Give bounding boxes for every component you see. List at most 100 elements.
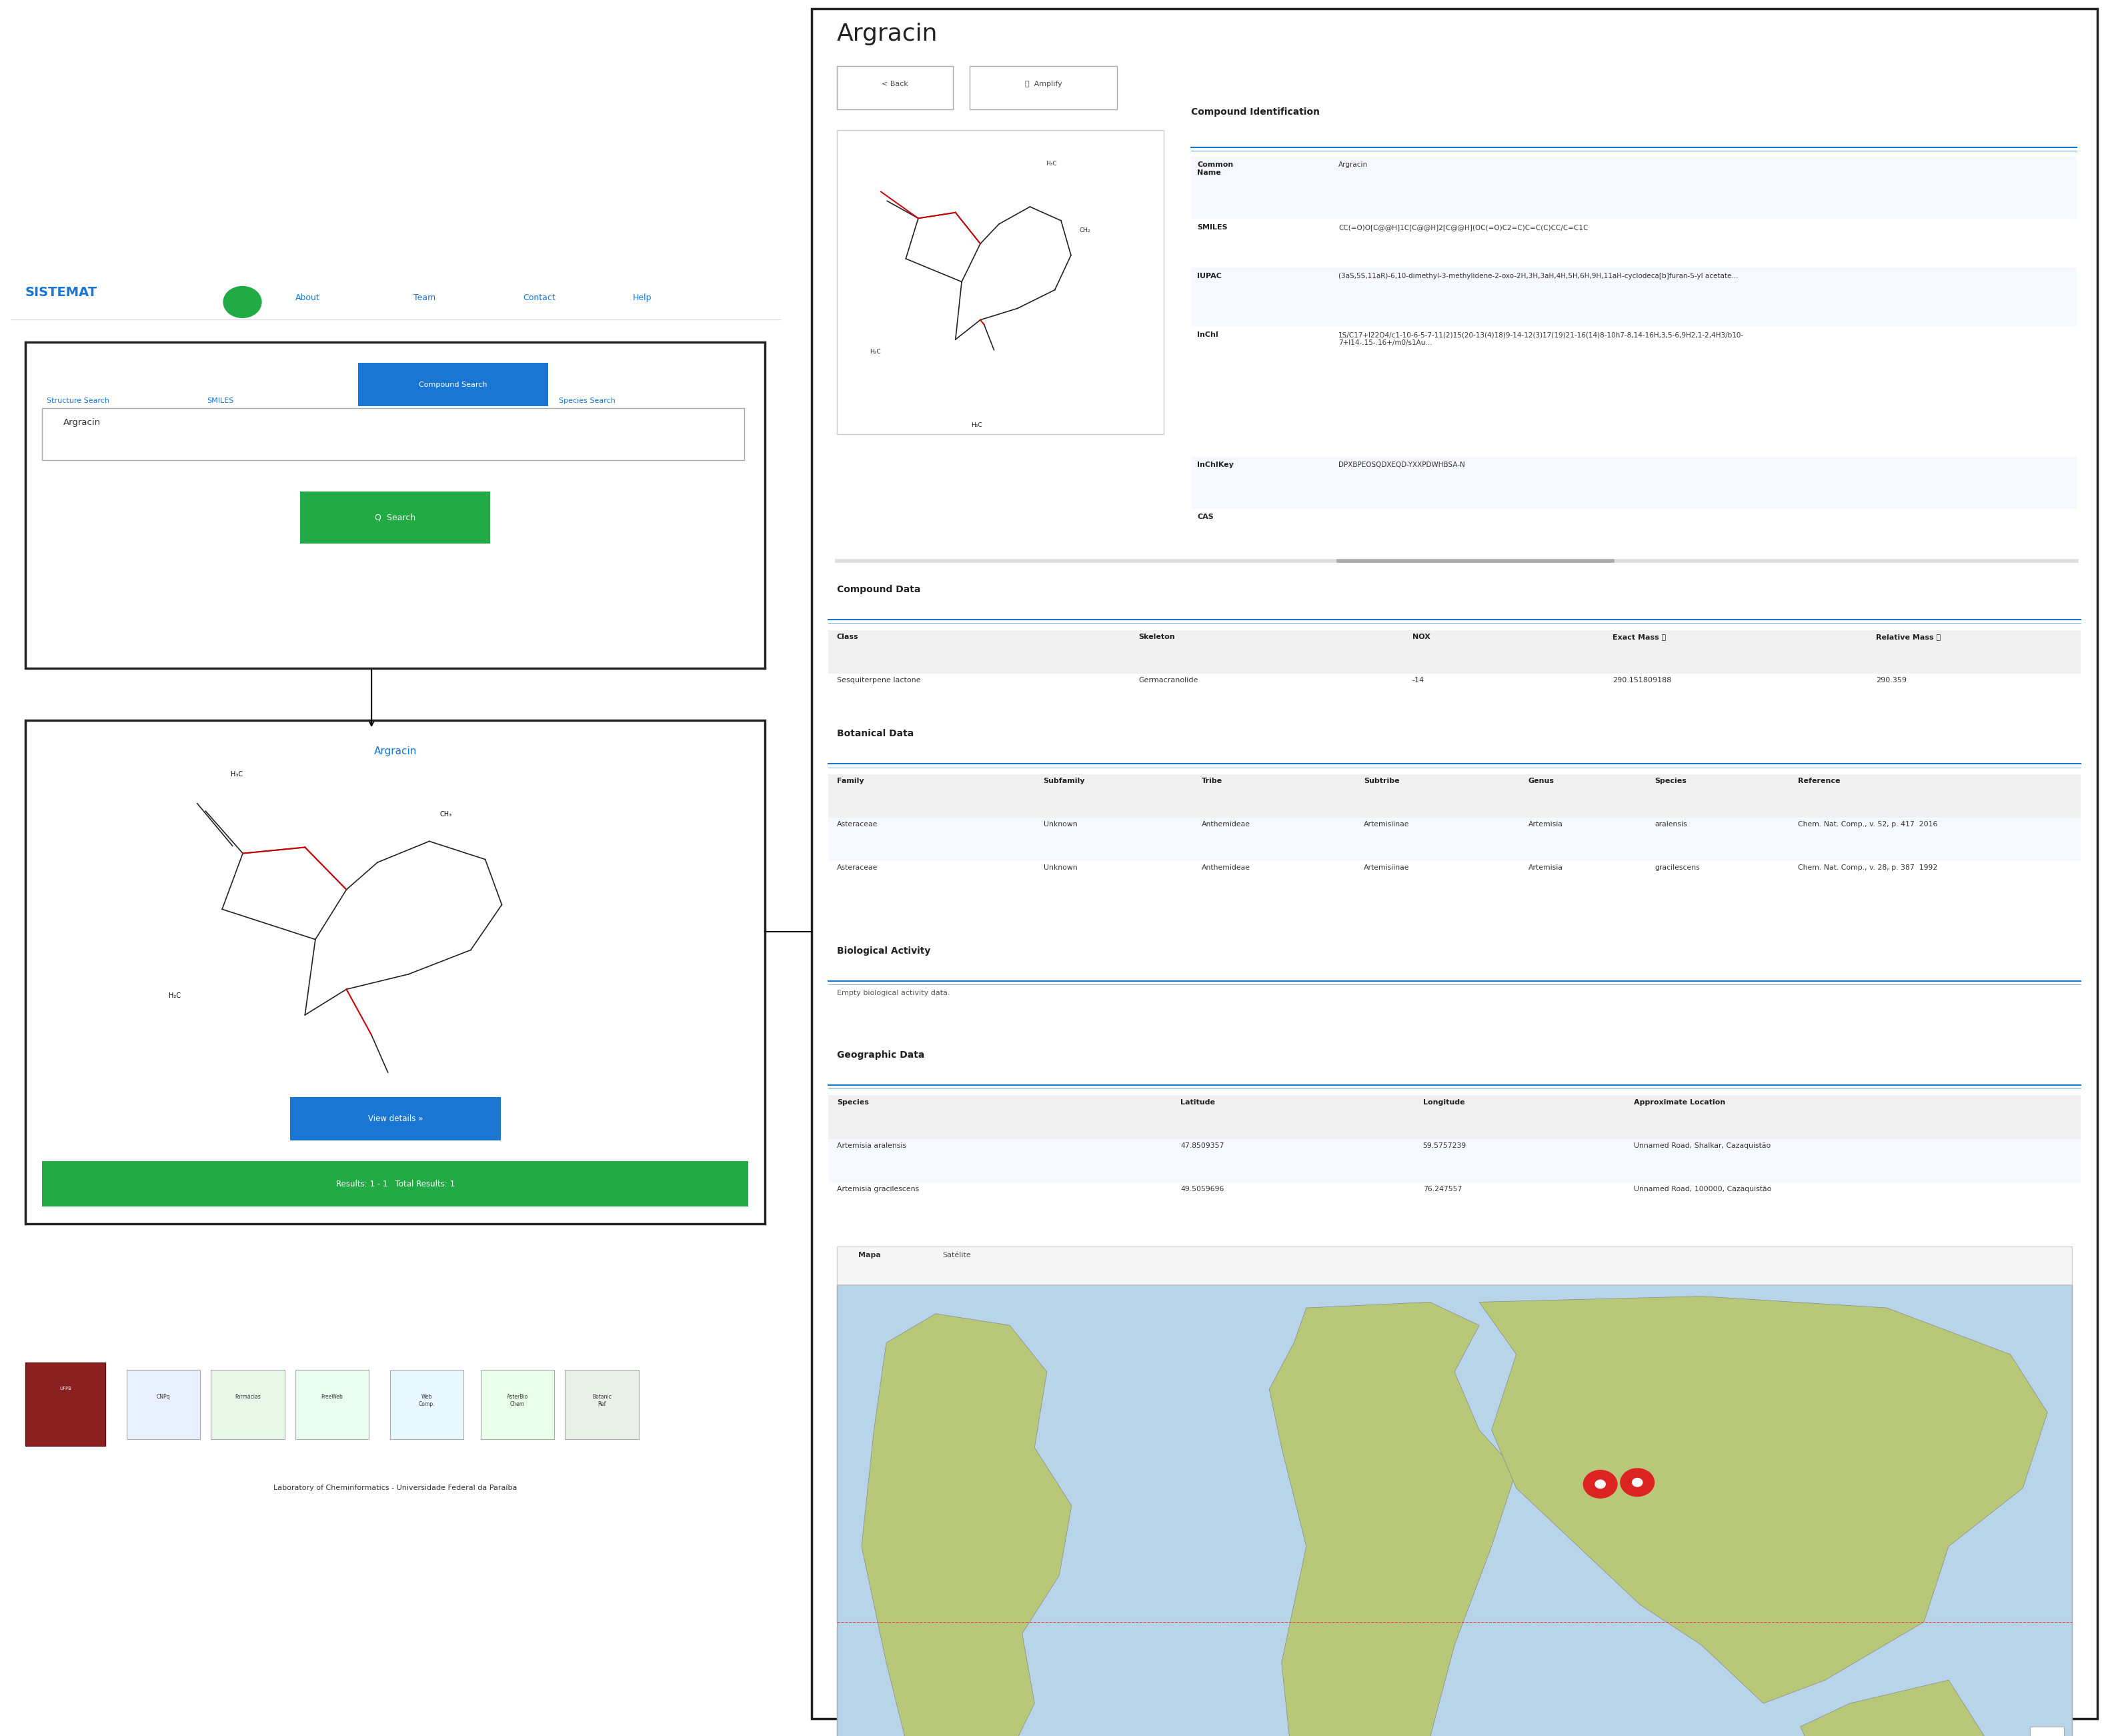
Text: Botanical Data: Botanical Data <box>837 729 913 738</box>
Text: H₂C: H₂C <box>871 349 881 354</box>
Text: Class: Class <box>837 634 858 641</box>
Text: AsterBio
Chem: AsterBio Chem <box>506 1394 529 1406</box>
Text: CC(=O)O[C@@H]1C[C@@H]2[C@@H](OC(=O)C2=C)C=C(C)CC/C=C1C: CC(=O)O[C@@H]1C[C@@H]2[C@@H](OC(=O)C2=C)… <box>1339 224 1587 231</box>
Text: Farmácias: Farmácias <box>234 1394 261 1399</box>
Text: Chem. Nat. Comp., v. 28, p. 387  1992: Chem. Nat. Comp., v. 28, p. 387 1992 <box>1798 865 1937 871</box>
Text: Sesquiterpene lactone: Sesquiterpene lactone <box>837 677 921 684</box>
Text: Anthemideae: Anthemideae <box>1202 865 1250 871</box>
Text: Team: Team <box>413 293 436 302</box>
Text: ⤢  Amplify: ⤢ Amplify <box>1024 82 1062 87</box>
Text: Skeleton: Skeleton <box>1138 634 1174 641</box>
Text: Subtribe: Subtribe <box>1364 778 1400 785</box>
Text: Compound Search: Compound Search <box>419 382 487 387</box>
Text: Biological Activity: Biological Activity <box>837 946 930 955</box>
Bar <box>295 1370 369 1439</box>
Text: Mapa: Mapa <box>858 1252 881 1259</box>
Text: Laboratory of Cheminformatics - Universidade Federal da Paraíba: Laboratory of Cheminformatics - Universi… <box>274 1484 516 1491</box>
Text: Botanic
Ref: Botanic Ref <box>592 1394 611 1406</box>
Bar <box>358 363 548 406</box>
Text: H₂C: H₂C <box>169 993 181 998</box>
Bar <box>828 674 2081 717</box>
Text: Anthemideae: Anthemideae <box>1202 821 1250 828</box>
Text: Q  Search: Q Search <box>375 514 415 521</box>
Text: 290.359: 290.359 <box>1876 677 1908 684</box>
Text: H₃C: H₃C <box>367 1163 379 1170</box>
Bar <box>211 1370 285 1439</box>
Polygon shape <box>1269 1302 1516 1736</box>
Text: Asteraceae: Asteraceae <box>837 821 877 828</box>
Text: About: About <box>295 293 320 302</box>
Bar <box>828 818 2081 861</box>
Bar <box>126 1370 200 1439</box>
Text: Longitude: Longitude <box>1423 1099 1465 1106</box>
Text: Artemisia: Artemisia <box>1528 821 1562 828</box>
Text: Latitude: Latitude <box>1180 1099 1214 1106</box>
Bar <box>828 1182 2081 1226</box>
Text: 1S/C17+I22O4/c1-10-6-5-7-11(2)15(20-13(4)18)9-14-12(3)17(19)21-16(14)8-10h7-8,14: 1S/C17+I22O4/c1-10-6-5-7-11(2)15(20-13(4… <box>1339 332 1743 345</box>
Bar <box>828 630 2081 674</box>
Text: Tribe: Tribe <box>1202 778 1223 785</box>
Text: Species: Species <box>837 1099 868 1106</box>
Bar <box>812 9 2097 1719</box>
Circle shape <box>1596 1481 1606 1488</box>
Text: CH₂: CH₂ <box>1079 227 1090 233</box>
Bar <box>837 66 953 109</box>
Bar <box>25 342 765 668</box>
Text: Structure Search: Structure Search <box>46 398 110 404</box>
Bar <box>1191 219 2076 267</box>
Bar <box>291 1097 502 1141</box>
Bar <box>837 130 1164 434</box>
Text: 47.8509357: 47.8509357 <box>1180 1142 1225 1149</box>
Text: Species Search: Species Search <box>559 398 616 404</box>
Text: Artemisia aralensis: Artemisia aralensis <box>837 1142 906 1149</box>
Text: Web
Comp.: Web Comp. <box>419 1394 434 1406</box>
Text: Germacranolide: Germacranolide <box>1138 677 1197 684</box>
Bar <box>1191 509 2076 552</box>
Text: DPXBPEOSQDXEQD-YXXPDWHBSA-N: DPXBPEOSQDXEQD-YXXPDWHBSA-N <box>1339 462 1465 469</box>
Text: Artemisia gracilescens: Artemisia gracilescens <box>837 1186 919 1193</box>
Circle shape <box>1632 1479 1642 1486</box>
Text: Subfamily: Subfamily <box>1043 778 1086 785</box>
Bar <box>25 1363 105 1446</box>
Text: View details »: View details » <box>367 1115 424 1123</box>
Bar <box>1191 267 2076 326</box>
Text: Empty biological activity data.: Empty biological activity data. <box>837 990 951 996</box>
Text: Contact: Contact <box>523 293 554 302</box>
Text: Unnamed Road, 100000, Cazaquistão: Unnamed Road, 100000, Cazaquistão <box>1634 1186 1771 1193</box>
Text: (3aS,5S,11aR)-6,10-dimethyl-3-methylidene-2-oxo-2H,3H,3aH,4H,5H,6H,9H,11aH-cyclo: (3aS,5S,11aR)-6,10-dimethyl-3-methyliden… <box>1339 273 1739 279</box>
Text: Argracin: Argracin <box>373 746 417 757</box>
Text: Argracin: Argracin <box>63 418 101 427</box>
Text: Asteraceae: Asteraceae <box>837 865 877 871</box>
Polygon shape <box>1480 1297 2047 1703</box>
Text: Family: Family <box>837 778 864 785</box>
Text: H₃C: H₃C <box>972 422 982 427</box>
Text: Genus: Genus <box>1528 778 1554 785</box>
Text: 76.247557: 76.247557 <box>1423 1186 1461 1193</box>
Text: SISTEMAT: SISTEMAT <box>25 286 97 299</box>
Text: Species: Species <box>1655 778 1686 785</box>
Text: SMILES: SMILES <box>1197 224 1227 231</box>
Text: IUPAC: IUPAC <box>1197 273 1223 279</box>
Bar <box>25 720 765 1224</box>
Text: Argracin: Argracin <box>837 23 938 45</box>
Bar <box>481 1370 554 1439</box>
Bar <box>828 984 2081 1033</box>
Bar <box>42 408 744 460</box>
Bar <box>2030 1727 2064 1736</box>
Text: -14: -14 <box>1412 677 1425 684</box>
Text: gracilescens: gracilescens <box>1655 865 1699 871</box>
Bar <box>301 491 491 543</box>
Text: Common
Name: Common Name <box>1197 161 1233 175</box>
Text: UFPB: UFPB <box>59 1387 72 1391</box>
Text: InChI: InChI <box>1197 332 1218 339</box>
Bar <box>828 1095 2081 1139</box>
Bar <box>828 774 2081 818</box>
Bar <box>837 1246 2072 1285</box>
Text: Artemisia: Artemisia <box>1528 865 1562 871</box>
Polygon shape <box>862 1314 1071 1736</box>
Text: Unknown: Unknown <box>1043 821 1077 828</box>
Bar <box>565 1370 639 1439</box>
Text: CH₃: CH₃ <box>441 811 451 818</box>
Polygon shape <box>1800 1680 1986 1736</box>
Text: Geographic Data: Geographic Data <box>837 1050 925 1059</box>
